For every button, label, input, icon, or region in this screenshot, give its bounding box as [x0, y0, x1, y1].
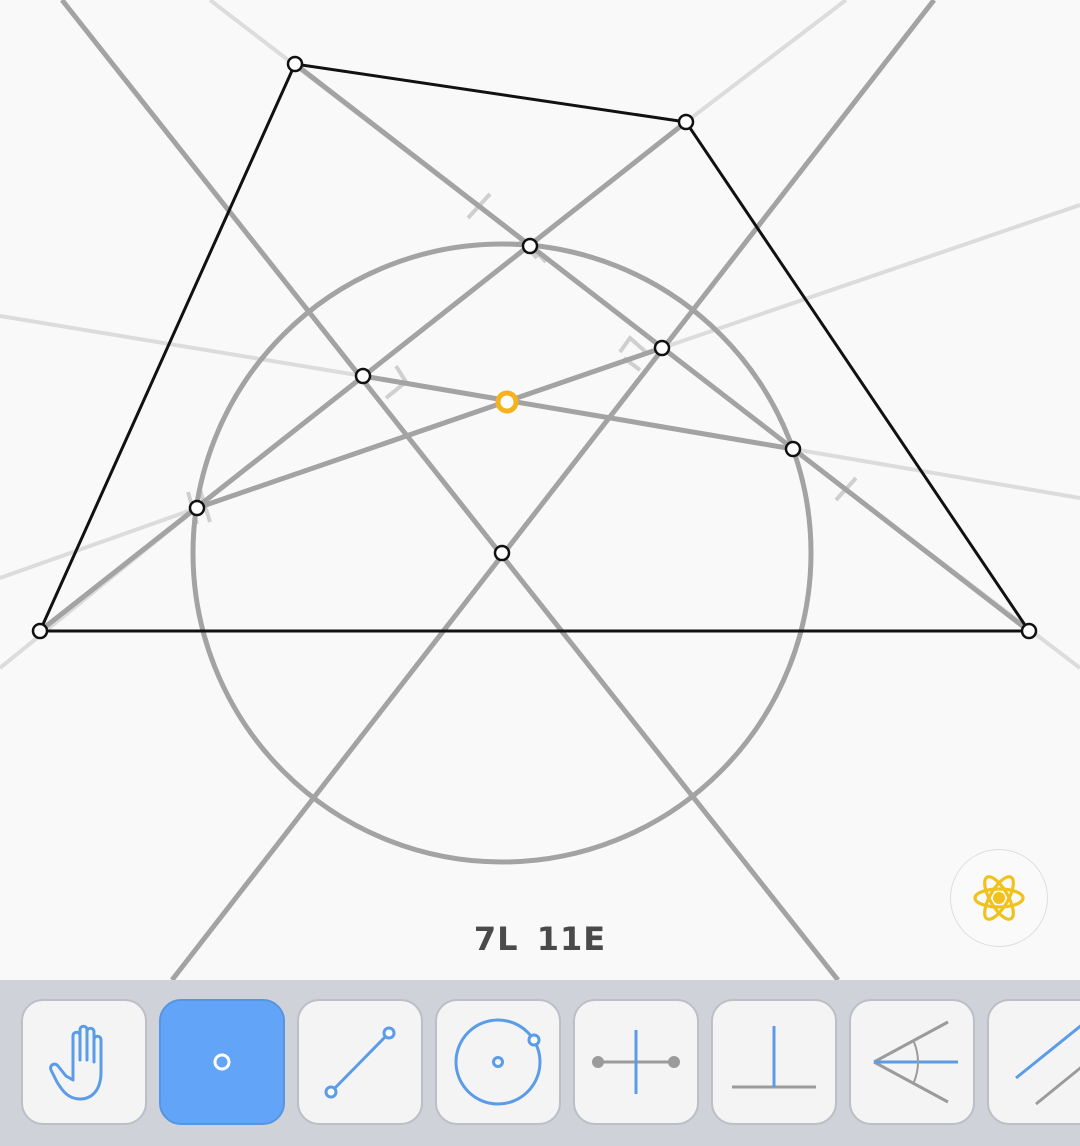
tool-circle[interactable] [435, 999, 561, 1125]
geometry-drawing[interactable] [0, 0, 1080, 980]
hint-line-left-horizontal [0, 314, 364, 378]
hint-line-right-diagonal [661, 203, 1080, 350]
counter-lines: 7L [473, 920, 519, 958]
line-icon [324, 1026, 396, 1099]
midpoint-upper[interactable] [521, 237, 539, 255]
tool-point[interactable] [159, 999, 285, 1125]
perpendicular-bisector-icon [592, 1030, 680, 1094]
construction-line-mid-1 [362, 373, 794, 452]
points [31, 55, 1038, 640]
tool-angle-bisector[interactable] [849, 999, 975, 1125]
move-counter: 7L 11E [0, 920, 1080, 958]
atom-icon [973, 875, 1025, 921]
midpoint-left-inner[interactable] [354, 367, 372, 385]
tool-move[interactable] [21, 999, 147, 1125]
hand-icon [49, 1024, 103, 1101]
hint-line-right-horizontal [792, 447, 1080, 500]
tool-bar [0, 980, 1080, 1146]
hint-line-top-right [684, 0, 848, 124]
hint-button[interactable] [950, 849, 1048, 947]
construction-canvas[interactable] [0, 0, 1080, 980]
highlighted-point[interactable] [495, 390, 519, 414]
construction-line-mid-2 [196, 345, 663, 511]
vertex-point-top-right[interactable] [677, 113, 695, 131]
tool-line[interactable] [297, 999, 423, 1125]
midpoint-left[interactable] [188, 499, 206, 517]
construction-line-diagonal-a [60, 0, 840, 980]
vertex-point-bottom-right[interactable] [1020, 622, 1038, 640]
tool-parallel[interactable] [987, 999, 1080, 1125]
counter-elementary: 11E [536, 920, 607, 958]
midpoint-right[interactable] [784, 440, 802, 458]
vertex-point-bottom-left[interactable] [31, 622, 49, 640]
tool-perpendicular[interactable] [711, 999, 837, 1125]
perpendicular-icon [732, 1026, 816, 1089]
midpoint-right-inner[interactable] [653, 339, 671, 357]
circle-icon [454, 1018, 542, 1106]
construction-line-diagonal-b [170, 0, 936, 980]
parallel-icon [1015, 1024, 1080, 1106]
construction-circle [190, 241, 814, 865]
hint-line-left-diagonal [0, 506, 198, 580]
construction-lines [38, 0, 1031, 980]
point-icon [213, 1053, 231, 1071]
tool-perpendicular-bisector[interactable] [573, 999, 699, 1125]
intersection-point-lower[interactable] [493, 544, 511, 562]
vertex-point-top-left[interactable] [286, 55, 304, 73]
angle-bisector-icon [873, 1020, 958, 1104]
